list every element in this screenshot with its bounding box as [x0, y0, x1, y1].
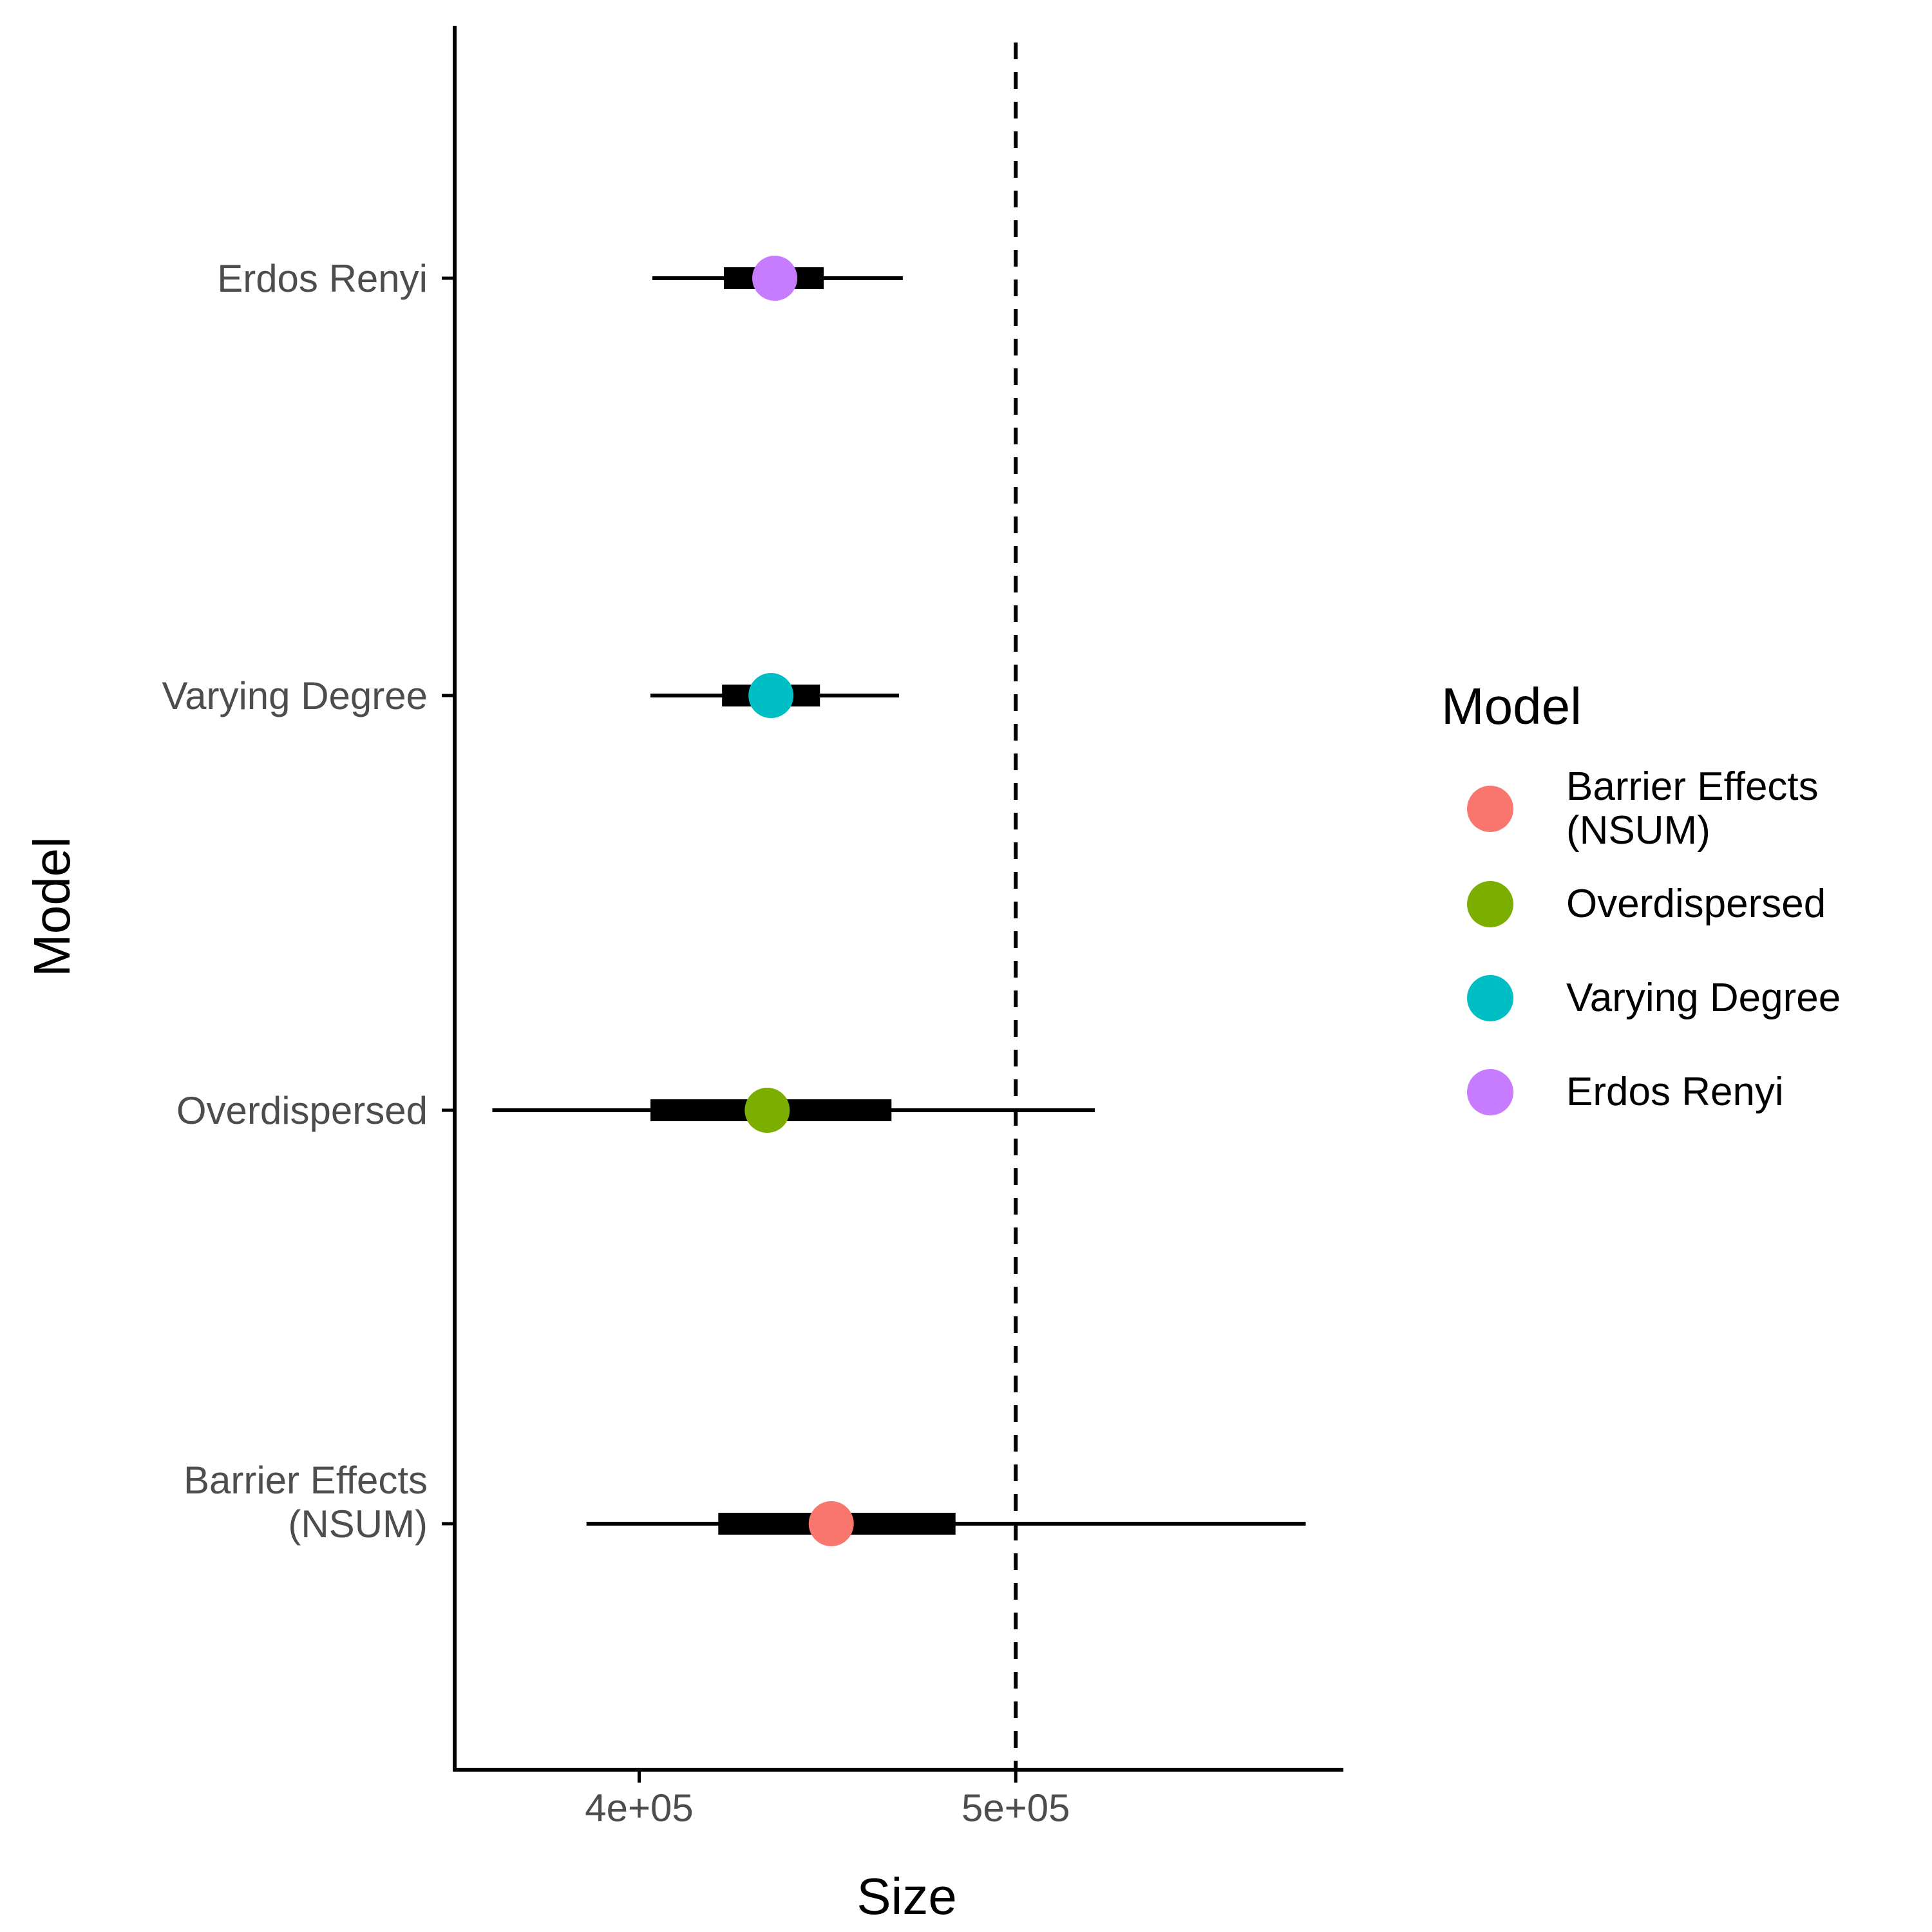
axes: Size Model 4e+05 5e+05 Barrier Effects(NSU…	[23, 26, 1343, 1925]
series-2	[492, 1088, 1095, 1133]
point-estimate	[748, 673, 794, 718]
series-3	[650, 673, 899, 718]
point-estimate	[808, 1501, 854, 1546]
y-tick-label: Erdos Renyi	[217, 257, 428, 300]
point-estimate	[752, 256, 798, 301]
y-tick-label: Varying Degree	[162, 674, 428, 717]
legend-key	[1467, 975, 1513, 1021]
legend-label: (NSUM)	[1566, 808, 1710, 853]
legend-item-2: Overdispersed	[1467, 881, 1826, 927]
legend: Model Barrier Effects(NSUM) Overdispersed…	[1441, 677, 1841, 1115]
x-tick-label: 4e+05	[585, 1786, 694, 1830]
legend-title: Model	[1441, 677, 1582, 735]
point-estimate	[744, 1088, 790, 1133]
x-tick-label: 5e+05	[961, 1786, 1070, 1830]
legend-label: Overdispersed	[1566, 882, 1826, 926]
legend-item-4: Erdos Renyi	[1467, 1069, 1784, 1115]
series-1	[586, 1501, 1306, 1546]
legend-label: Erdos Renyi	[1566, 1070, 1784, 1114]
y-axis-title: Model	[23, 837, 80, 977]
legend-label: Barrier Effects	[1566, 764, 1819, 809]
legend-label: Varying Degree	[1566, 976, 1841, 1020]
legend-item-1: Barrier Effects(NSUM)	[1467, 764, 1819, 853]
legend-key	[1467, 1069, 1513, 1115]
y-tick-label: (NSUM)	[288, 1502, 428, 1546]
y-tick-label: Overdispersed	[176, 1089, 428, 1132]
x-axis-title: Size	[857, 1868, 957, 1925]
legend-key	[1467, 786, 1513, 832]
y-tick-label: Barrier Effects	[184, 1459, 428, 1502]
legend-key	[1467, 881, 1513, 927]
series-4	[652, 256, 903, 301]
legend-item-3: Varying Degree	[1467, 975, 1841, 1021]
plot-area	[492, 43, 1306, 1770]
